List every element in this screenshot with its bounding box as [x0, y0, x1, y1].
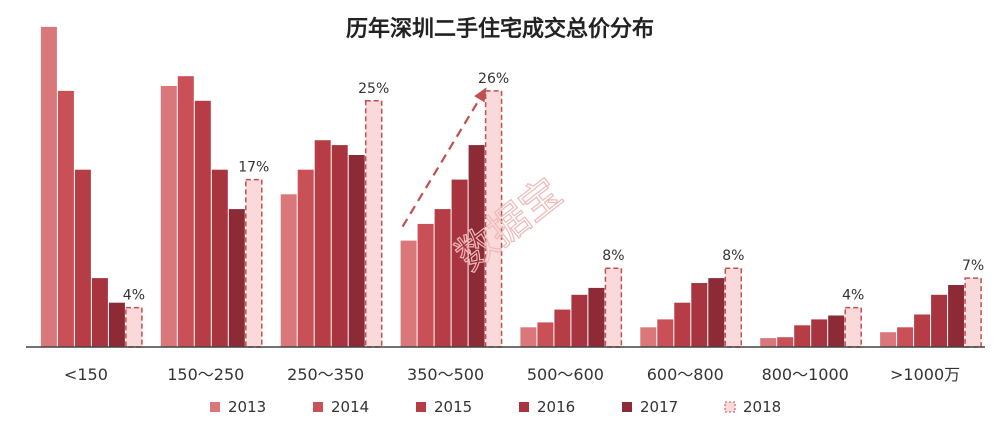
bar-2013-6	[760, 338, 777, 347]
legend-swatch-2016	[519, 402, 529, 412]
bar-2013-5	[640, 327, 657, 347]
legend-swatch-2014	[313, 402, 323, 412]
bar-2014-7	[897, 327, 914, 347]
bar-2017-2	[348, 155, 365, 347]
bar-2014-1	[177, 76, 194, 347]
bar-2014-4	[537, 322, 554, 347]
bar-2018-0	[125, 306, 143, 348]
bar-2013-7	[880, 332, 897, 347]
bar-2017-7	[948, 285, 965, 347]
data-label-4: 8%	[602, 248, 624, 264]
legend-swatch-2018	[724, 401, 736, 413]
trend-arrow	[401, 88, 487, 228]
x-tick-label-2: 250～350	[287, 365, 364, 384]
bar-2016-3	[451, 179, 468, 347]
data-label-0: 4%	[123, 288, 145, 304]
bar-2017-3	[468, 145, 485, 347]
bar-2017-5	[708, 278, 725, 347]
bar-2015-3	[434, 209, 451, 347]
legend-swatch-2015	[416, 402, 426, 412]
chart-title: 历年深圳二手住宅成交总价分布	[346, 16, 654, 42]
legend-swatch-2017	[622, 402, 632, 412]
bars-group	[40, 26, 982, 348]
bar-2016-7	[931, 294, 948, 347]
bar-2015-7	[914, 314, 931, 347]
bar-2016-1	[211, 169, 228, 347]
bar-2015-4	[554, 309, 571, 347]
trend-arrow-head	[474, 87, 487, 103]
bar-2018-2	[364, 100, 383, 348]
legend-label-2016: 2016	[537, 398, 575, 416]
data-label-3: 26%	[478, 71, 509, 87]
bar-2013-0	[40, 26, 57, 348]
x-tick-label-4: 500～600	[527, 365, 604, 384]
x-tick-label-0: <150	[64, 365, 108, 384]
bar-2015-0	[74, 169, 91, 347]
bar-2017-4	[588, 287, 605, 347]
x-tick-label-3: 350～500	[407, 365, 484, 384]
legend-label-2018: 2018	[743, 398, 781, 416]
x-tick-labels-group: <150 150～250 250～350 350～500 500～600 600～800 8…	[64, 365, 960, 384]
data-label-6: 4%	[842, 288, 864, 304]
x-tick-label-7: >1000万	[890, 365, 960, 384]
bar-2013-4	[520, 327, 537, 347]
bar-2013-1	[160, 86, 177, 347]
x-tick-label-6: 800～1000	[762, 365, 849, 384]
data-label-7: 7%	[962, 258, 984, 274]
bar-2016-6	[811, 319, 828, 347]
bar-2014-2	[297, 169, 314, 347]
bar-2018-6	[844, 306, 862, 348]
bar-2016-5	[691, 283, 708, 347]
bar-2015-2	[314, 140, 331, 347]
x-tick-label-1: 150～250	[167, 365, 244, 384]
bar-2017-6	[828, 315, 845, 347]
data-labels-group: 4% 17% 25% 26% 8% 8% 4% 7%	[123, 71, 984, 304]
legend-swatch-2013	[210, 402, 220, 412]
data-label-1: 17%	[238, 160, 269, 176]
bar-2017-0	[108, 302, 125, 347]
legend-label-2017: 2017	[640, 398, 678, 416]
legend-label-2014: 2014	[331, 398, 369, 416]
data-label-2: 25%	[358, 81, 389, 97]
bar-2014-6	[777, 337, 794, 347]
bar-2015-1	[194, 100, 211, 347]
bar-2013-2	[280, 194, 297, 347]
x-tick-label-5: 600～800	[647, 365, 724, 384]
bar-2018-5	[724, 267, 743, 348]
bar-2014-0	[57, 90, 74, 348]
bar-2018-1	[245, 178, 263, 348]
bar-2015-6	[794, 325, 811, 347]
bar-2016-4	[571, 294, 588, 347]
legend-label-2015: 2015	[434, 398, 472, 416]
legend-label-2013: 2013	[228, 398, 266, 416]
bar-2018-7	[964, 277, 982, 348]
bar-2014-3	[417, 223, 434, 347]
data-label-5: 8%	[722, 248, 744, 264]
bar-2016-2	[331, 145, 348, 347]
bar-2014-5	[657, 319, 674, 347]
bar-2013-3	[400, 240, 417, 347]
bar-2016-0	[91, 278, 108, 347]
bar-2015-5	[674, 302, 691, 347]
legend: 2013 2014 2015 2016 2017 2018	[210, 398, 781, 416]
bar-2017-1	[228, 209, 245, 347]
bar-2018-4	[604, 267, 623, 348]
